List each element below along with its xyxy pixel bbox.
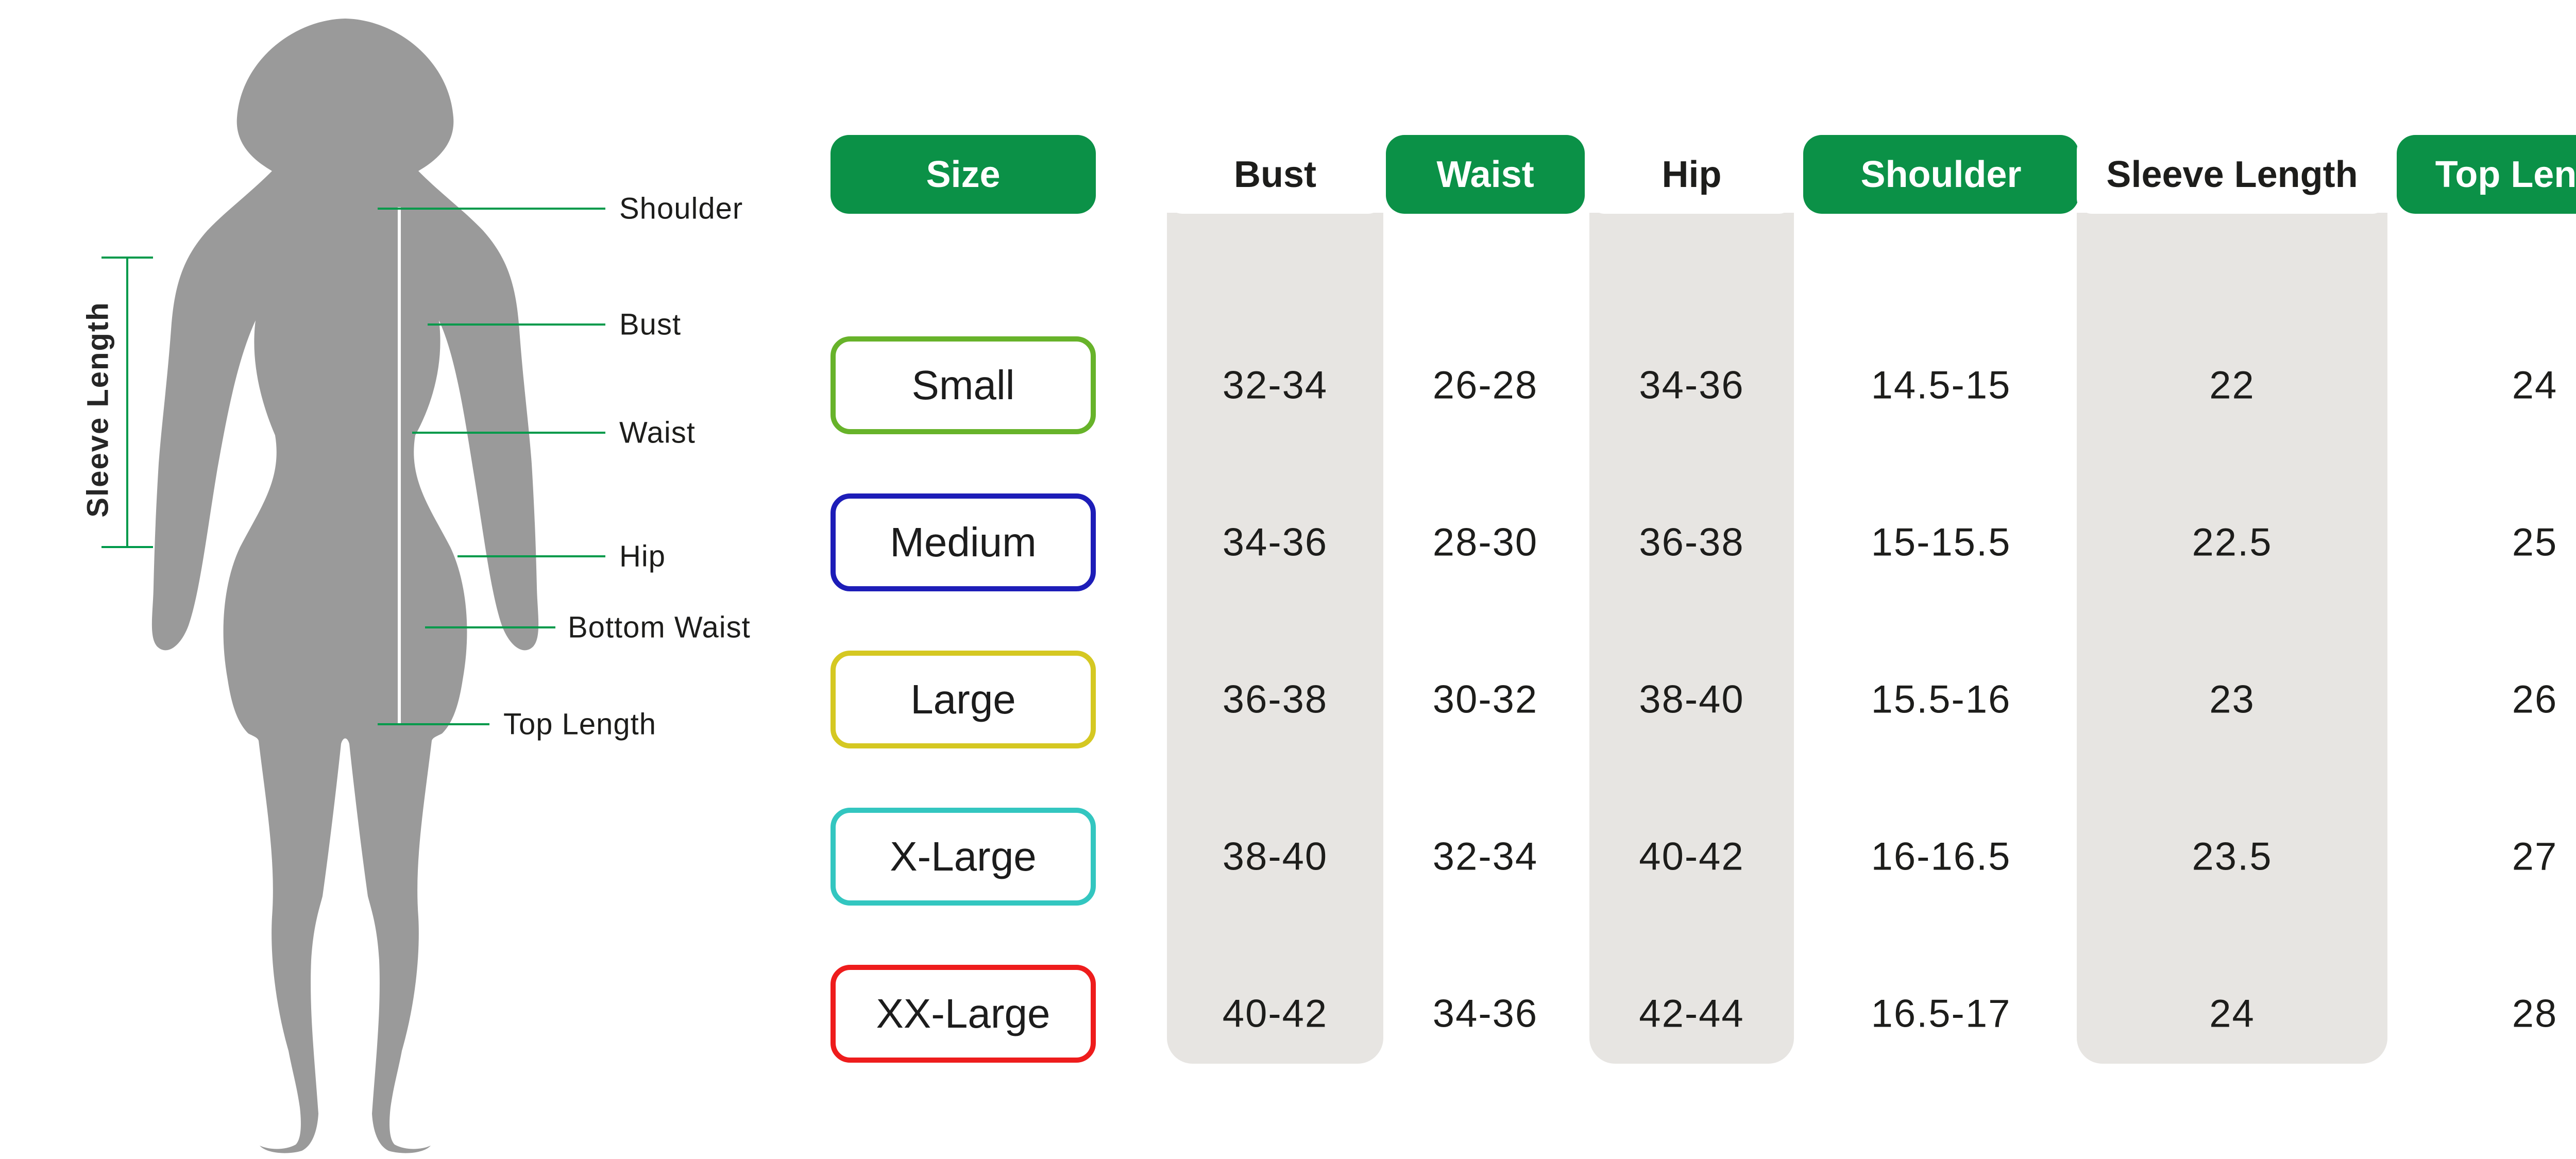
cell-large-shoulder: 15.5-16 (1871, 677, 2011, 722)
sleeve-length-bracket (101, 257, 153, 548)
cell-xx-large-sleeve-length: 24 (2209, 992, 2255, 1036)
figure-label-shoulder: Shoulder (619, 192, 743, 226)
cell-xx-large-shoulder: 16.5-17 (1871, 992, 2011, 1036)
column-header-shoulder: Shoulder (1803, 135, 2079, 214)
cell-xx-large-hip: 42-44 (1639, 992, 1744, 1036)
cell-small-shoulder: 14.5-15 (1871, 363, 2011, 407)
size-button-small[interactable]: Small (831, 336, 1096, 434)
size-button-xx-large[interactable]: XX-Large (831, 965, 1096, 1063)
column-stripe-sleeve-length (2077, 213, 2387, 1064)
cell-x-large-bust: 38-40 (1222, 834, 1328, 879)
cell-medium-sleeve-length: 22.5 (2192, 520, 2273, 565)
cell-large-bust: 36-38 (1222, 677, 1328, 722)
column-header-hip: Hip (1589, 135, 1794, 214)
size-button-x-large[interactable]: X-Large (831, 808, 1096, 906)
cell-medium-bust: 34-36 (1222, 520, 1328, 565)
sleeve-length-label: Sleeve Length (81, 301, 115, 518)
cell-xx-large-bust: 40-42 (1222, 992, 1328, 1036)
cell-xx-large-top-length: 28 (2512, 992, 2558, 1036)
column-header-sleeve-length: Sleeve Length (2077, 135, 2387, 214)
cell-large-top-length: 26 (2512, 677, 2558, 722)
cell-x-large-sleeve-length: 23.5 (2192, 834, 2273, 879)
figure-label-top-length: Top Length (503, 707, 657, 741)
column-stripe-hip (1589, 213, 1794, 1064)
column-header-size: Size (831, 135, 1096, 214)
cell-medium-waist: 28-30 (1432, 520, 1538, 565)
cell-small-sleeve-length: 22 (2209, 363, 2255, 407)
figure-label-bottom-waist: Bottom Waist (568, 610, 751, 644)
measurement-leader-lines (378, 208, 605, 725)
figure-label-hip: Hip (619, 539, 666, 573)
cell-small-top-length: 24 (2512, 363, 2558, 407)
column-header-bust: Bust (1167, 135, 1383, 214)
cell-x-large-waist: 32-34 (1432, 834, 1538, 879)
cell-small-waist: 26-28 (1432, 363, 1538, 407)
cell-xx-large-waist: 34-36 (1432, 992, 1538, 1036)
cell-small-bust: 32-34 (1222, 363, 1328, 407)
column-header-top-length: Top Length (2397, 135, 2576, 214)
cell-x-large-hip: 40-42 (1639, 834, 1744, 879)
figure-label-waist: Waist (619, 416, 696, 450)
cell-large-sleeve-length: 23 (2209, 677, 2255, 722)
female-body-silhouette (151, 19, 539, 1153)
cell-x-large-top-length: 27 (2512, 834, 2558, 879)
size-button-large[interactable]: Large (831, 651, 1096, 748)
cell-medium-shoulder: 15-15.5 (1871, 520, 2011, 565)
column-stripe-bust (1167, 213, 1383, 1064)
cell-x-large-shoulder: 16-16.5 (1871, 834, 2011, 879)
cell-medium-hip: 36-38 (1639, 520, 1744, 565)
cell-small-hip: 34-36 (1639, 363, 1744, 407)
column-header-waist: Waist (1386, 135, 1585, 214)
cell-medium-top-length: 25 (2512, 520, 2558, 565)
size-button-medium[interactable]: Medium (831, 493, 1096, 591)
figure-label-bust: Bust (619, 308, 682, 342)
cell-large-waist: 30-32 (1432, 677, 1538, 722)
cell-large-hip: 38-40 (1639, 677, 1744, 722)
